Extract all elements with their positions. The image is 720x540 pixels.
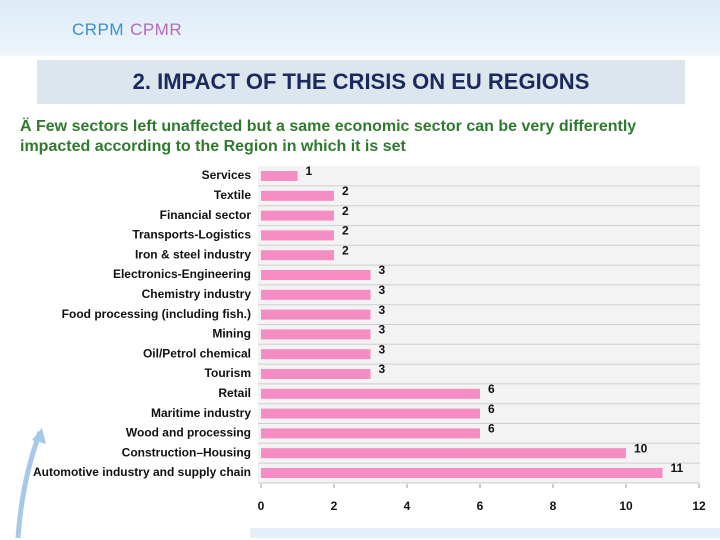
logo: CRPM CPMR (72, 20, 182, 40)
y-tick-label: Maritime industry (151, 406, 251, 420)
y-tick-label: Tourism (205, 366, 251, 380)
data-label: 1 (306, 164, 313, 178)
data-label: 2 (342, 243, 349, 257)
x-tick-label: 2 (331, 499, 338, 513)
bar (261, 369, 371, 379)
bar (261, 349, 371, 360)
x-tick-label: 12 (692, 499, 706, 513)
decor-arrow-head (32, 428, 46, 444)
data-label: 6 (488, 402, 495, 416)
footer-band (250, 528, 720, 538)
y-tick-label: Textile (214, 188, 251, 202)
data-label: 3 (379, 303, 386, 317)
y-tick-label: Mining (212, 327, 251, 341)
y-tick-label: Retail (218, 386, 251, 400)
y-tick-label: Iron & steel industry (135, 247, 251, 261)
y-tick-label: Chemistry industry (142, 287, 252, 301)
y-tick-label: Services (202, 168, 252, 182)
bar (261, 270, 371, 280)
bar (261, 448, 626, 459)
data-label: 6 (488, 382, 495, 396)
data-label: 3 (379, 283, 386, 297)
logo-text: CRPM (72, 20, 125, 39)
bar (261, 388, 480, 399)
y-tick-label: Financial sector (160, 208, 252, 222)
bar (261, 289, 371, 300)
data-label: 3 (379, 323, 386, 337)
bar (261, 171, 298, 181)
data-label: 2 (342, 184, 349, 198)
bar (261, 230, 334, 241)
logo-text: CPMR (130, 20, 183, 39)
x-tick-label: 8 (550, 499, 557, 513)
bar (261, 190, 334, 201)
y-tick-label: Electronics-Engineering (113, 267, 251, 281)
bar (261, 329, 371, 340)
slide-title: 2. IMPACT OF THE CRISIS ON EU REGIONS (132, 69, 590, 94)
bar (261, 250, 334, 261)
y-tick-label: Automotive industry and supply chain (33, 465, 251, 479)
header-band (0, 0, 720, 56)
y-tick-label: Transports-Logistics (132, 228, 251, 242)
y-tick-label: Construction–Housing (122, 445, 251, 459)
data-label: 3 (379, 342, 386, 356)
bar (261, 408, 480, 419)
data-label: 6 (488, 422, 495, 436)
data-label: 11 (671, 461, 684, 475)
y-tick-label: Wood and processing (126, 426, 251, 440)
data-label: 2 (342, 224, 349, 238)
bar (261, 428, 480, 439)
data-label: 10 (634, 441, 648, 455)
bullet-text: Ä Few sectors left unaffected but a same… (20, 118, 637, 155)
bar (261, 210, 334, 221)
bar (261, 468, 663, 478)
x-tick-label: 0 (258, 499, 265, 513)
y-tick-label: Oil/Petrol chemical (143, 346, 251, 360)
data-label: 2 (342, 204, 349, 218)
decor-arrow (15, 431, 43, 539)
title-box: 2. IMPACT OF THE CRISIS ON EU REGIONS (37, 60, 685, 104)
x-tick-label: 10 (619, 499, 633, 513)
data-label: 3 (379, 263, 386, 277)
data-label: 3 (379, 362, 386, 376)
x-tick-label: 4 (404, 499, 411, 513)
bar (261, 309, 371, 320)
x-tick-label: 6 (477, 499, 484, 513)
y-tick-label: Food processing (including fish.) (62, 307, 251, 321)
